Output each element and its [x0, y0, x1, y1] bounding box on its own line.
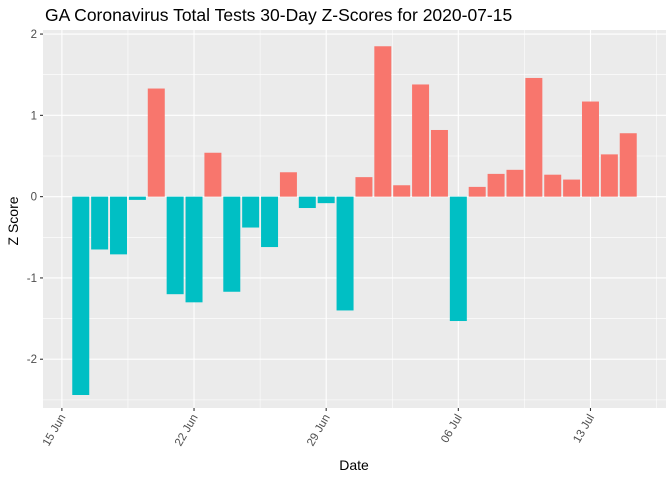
bar-2020-07-15: [619, 133, 637, 197]
bar-2020-07-07: [468, 186, 486, 197]
bar-2020-06-21: [166, 196, 184, 295]
plot-panel: [43, 30, 666, 408]
y-axis: -2 -1 0 1 2: [27, 29, 43, 366]
bar-2020-06-28: [298, 196, 316, 209]
x-tick-label: 13 Jul: [571, 413, 597, 446]
x-axis: 15 Jun 22 Jun 29 Jun 06 Jul 13 Jul: [41, 408, 597, 448]
y-tick-label: 2: [31, 29, 37, 41]
y-tick-label: 1: [31, 110, 37, 122]
bar-2020-07-12: [563, 179, 581, 197]
bar-2020-06-29: [317, 196, 335, 204]
bar-2020-07-13: [581, 101, 599, 197]
bar-2020-07-06: [449, 196, 467, 322]
bar-2020-06-30: [336, 196, 354, 311]
bar-2020-07-04: [412, 84, 430, 197]
x-axis-title: Date: [339, 457, 369, 473]
bars: [72, 46, 637, 395]
x-tick-label: 22 Jun: [173, 413, 201, 449]
y-tick-label: -1: [27, 273, 37, 285]
bar-2020-07-09: [506, 169, 524, 197]
bar-2020-07-05: [430, 129, 448, 197]
bar-2020-07-14: [600, 154, 618, 197]
bar-2020-06-25: [242, 196, 260, 228]
bar-2020-06-20: [147, 88, 165, 197]
chart-title: GA Coronavirus Total Tests 30-Day Z-Scor…: [45, 5, 513, 25]
y-axis-title: Z Score: [5, 196, 21, 245]
bar-2020-06-17: [91, 196, 109, 250]
bar-2020-07-02: [374, 46, 392, 197]
x-tick-label: 06 Jul: [439, 413, 465, 446]
y-tick-label: 0: [31, 192, 37, 204]
y-tick-label: -2: [27, 354, 37, 366]
bar-2020-06-18: [110, 196, 128, 255]
bar-2020-06-16: [72, 196, 90, 395]
bar-2020-07-01: [355, 177, 373, 197]
bar-2020-06-22: [185, 196, 203, 303]
bar-2020-06-27: [279, 172, 297, 197]
bar-2020-06-24: [223, 196, 241, 292]
minor-gridlines: [43, 30, 666, 408]
bar-2020-06-19: [128, 196, 146, 200]
bar-2020-07-03: [393, 185, 411, 197]
x-tick-label: 29 Jun: [305, 413, 333, 449]
bar-2020-07-11: [544, 174, 562, 197]
x-tick-label: 15 Jun: [41, 413, 69, 449]
bar-2020-06-26: [261, 196, 279, 248]
bar-2020-06-23: [204, 152, 222, 197]
bar-2020-07-08: [487, 173, 505, 197]
bar-2020-07-10: [525, 77, 543, 197]
